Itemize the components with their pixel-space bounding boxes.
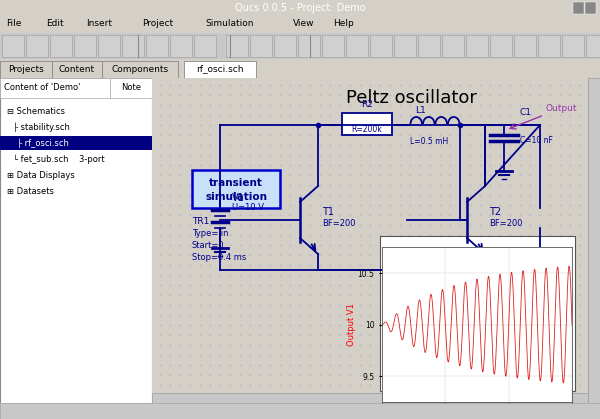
Text: Help: Help	[333, 20, 354, 28]
Bar	[588, 78, 600, 403]
Bar	[442, 35, 464, 57]
Bar	[586, 35, 600, 57]
Bar	[26, 35, 48, 57]
Bar	[2, 35, 24, 57]
Bar	[394, 35, 416, 57]
Text: R1: R1	[422, 288, 435, 298]
Text: TR1: TR1	[192, 217, 209, 226]
Text: ⊞ Datasets: ⊞ Datasets	[7, 186, 54, 196]
Bar	[370, 35, 392, 57]
Text: ├ stability.sch: ├ stability.sch	[13, 122, 70, 132]
Text: Content of 'Demo': Content of 'Demo'	[4, 83, 80, 93]
Text: Start=0: Start=0	[192, 241, 224, 250]
Text: Qucs 0.0.5 - Project: Demo: Qucs 0.0.5 - Project: Demo	[235, 3, 365, 13]
Text: ⊞ Data Displays: ⊞ Data Displays	[7, 171, 75, 179]
Text: Peltz oscillator: Peltz oscillator	[346, 89, 477, 107]
Bar	[585, 2, 596, 14]
Bar	[562, 35, 584, 57]
Text: Components: Components	[112, 65, 169, 73]
Bar	[396, 285, 420, 315]
Text: T1: T1	[322, 207, 334, 217]
Text: BF=200: BF=200	[322, 218, 355, 228]
Text: simulation: simulation	[205, 192, 267, 202]
Bar	[146, 35, 168, 57]
Bar	[194, 35, 216, 57]
Bar	[226, 35, 248, 57]
Text: Simulation: Simulation	[206, 20, 254, 28]
Bar	[192, 170, 280, 208]
Bar	[380, 236, 575, 391]
Text: R=200k: R=200k	[352, 126, 382, 134]
Bar	[298, 35, 320, 57]
Text: Project: Project	[142, 20, 173, 28]
Text: ⊟ Schematics: ⊟ Schematics	[7, 106, 65, 116]
Bar	[0, 78, 110, 98]
Bar	[52, 61, 102, 78]
Bar	[170, 35, 192, 57]
Bar	[0, 61, 52, 78]
Text: transient: transient	[209, 178, 263, 188]
Text: Type=lin: Type=lin	[192, 229, 229, 238]
Text: C1: C1	[520, 108, 532, 117]
Bar	[538, 35, 560, 57]
Bar	[573, 2, 584, 14]
Bar	[110, 78, 152, 98]
Text: View: View	[293, 20, 314, 28]
Text: Projects: Projects	[8, 65, 44, 73]
Text: U=10 V: U=10 V	[232, 202, 264, 212]
Text: Edit: Edit	[46, 20, 64, 28]
Text: Content: Content	[59, 65, 95, 73]
Bar	[74, 35, 96, 57]
Text: BF=200: BF=200	[489, 218, 523, 228]
Y-axis label: Output V1: Output V1	[347, 303, 356, 346]
Text: Output: Output	[546, 104, 577, 113]
Bar	[418, 35, 440, 57]
Text: File: File	[6, 20, 22, 28]
Bar	[184, 61, 256, 78]
Text: L=0.5 mH: L=0.5 mH	[410, 137, 448, 146]
Bar	[514, 35, 536, 57]
Bar	[490, 35, 512, 57]
Text: R=50 kOhm: R=50 kOhm	[422, 298, 469, 308]
Bar	[346, 35, 368, 57]
Bar	[250, 35, 272, 57]
Text: └ fet_sub.sch    3-port: └ fet_sub.sch 3-port	[13, 154, 105, 164]
Bar	[322, 35, 344, 57]
Text: R2: R2	[361, 100, 373, 109]
Bar	[98, 35, 120, 57]
Bar	[342, 113, 392, 135]
Text: T2: T2	[489, 207, 501, 217]
Bar	[50, 35, 72, 57]
Text: C=10 nF: C=10 nF	[520, 136, 553, 145]
Text: rf_osci.sch: rf_osci.sch	[196, 65, 244, 73]
Bar	[102, 61, 178, 78]
Text: Stop=0.4 ms: Stop=0.4 ms	[192, 253, 246, 262]
Bar	[466, 35, 488, 57]
Bar	[0, 136, 152, 150]
Text: ├ rf_osci.sch: ├ rf_osci.sch	[17, 138, 69, 148]
Bar	[274, 35, 296, 57]
Text: L1: L1	[415, 106, 426, 115]
Text: Insert: Insert	[86, 20, 112, 28]
Text: V1: V1	[232, 193, 245, 203]
Bar	[152, 393, 588, 403]
Text: Note: Note	[121, 83, 141, 93]
Bar	[122, 35, 144, 57]
